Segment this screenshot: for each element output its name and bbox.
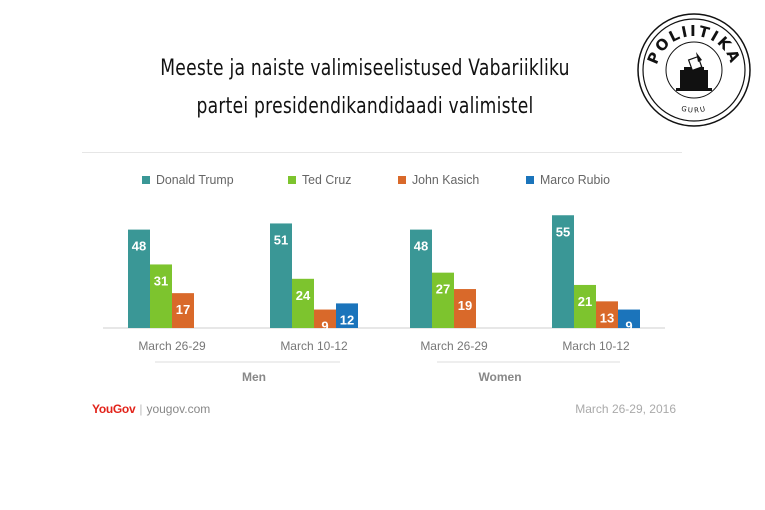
tick-label-women-1: March 10-12 <box>562 339 630 353</box>
logo-subtext: GURU <box>680 105 706 115</box>
legend-swatch-kasich <box>398 175 406 184</box>
legend-swatch-trump <box>142 175 150 184</box>
bar-men-0-s1 <box>150 264 172 328</box>
bar-men-1-s1 <box>292 278 314 328</box>
tick-label-women-0: March 26-29 <box>420 339 488 353</box>
data-label-women-0-s1: 27 <box>436 282 450 297</box>
yougov-logo: YouGov <box>92 402 136 416</box>
data-label-men-0-s1: 31 <box>154 273 168 288</box>
data-label-women-1-s2: 13 <box>600 310 614 325</box>
legend-swatch-rubio <box>526 175 534 184</box>
data-label-men-1-s3: 12 <box>340 312 354 327</box>
legend-item-kasich: John Kasich <box>398 172 483 187</box>
bar-men-1-s3 <box>336 303 358 328</box>
bar-men-1-s0 <box>270 223 292 328</box>
tick-label-men-1: March 10-12 <box>280 339 348 353</box>
bar-men-0-s2 <box>172 293 194 328</box>
data-label-women-0-s2: 19 <box>458 298 472 313</box>
bar-men-0-s0 <box>128 229 150 328</box>
data-label-men-1-s1: 24 <box>296 288 311 303</box>
legend-label-rubio: Marco Rubio <box>540 172 611 187</box>
svg-text:GURU: GURU <box>680 105 707 115</box>
tick-label-men-0: March 26-29 <box>138 339 206 353</box>
data-label-women-1-s1: 21 <box>578 294 592 309</box>
legend-item-trump: Donald Trump <box>142 172 238 187</box>
ballot-box-icon <box>676 52 712 91</box>
bar-women-1-s3 <box>618 309 640 328</box>
title-line-1: Meeste ja naiste valimiseelistused Vabar… <box>160 56 570 81</box>
data-label-men-0-s0: 48 <box>132 239 146 254</box>
legend-label-kasich: John Kasich <box>412 172 480 187</box>
footer-source: YouGov | yougov.com <box>92 402 210 416</box>
bar-women-1-s2 <box>596 301 618 328</box>
bar-women-0-s1 <box>432 272 454 328</box>
data-label-men-1-s2: 9 <box>321 319 328 334</box>
group-label-men: Men <box>242 370 266 384</box>
legend-item-cruz: Ted Cruz <box>288 172 354 187</box>
politiika-guru-logo: POLIITIKA GURU <box>637 13 751 127</box>
bar-men-1-s2 <box>314 309 336 328</box>
data-label-men-0-s2: 17 <box>176 302 190 317</box>
group-label-women: Women <box>478 370 521 384</box>
data-label-women-1-s3: 9 <box>625 319 632 334</box>
data-label-men-1-s0: 51 <box>274 232 288 247</box>
bar-women-0-s0 <box>410 229 432 328</box>
legend-swatch-cruz <box>288 175 296 184</box>
legend-label-trump: Donald Trump <box>156 172 234 187</box>
footer-separator: | <box>139 402 143 416</box>
legend-label-cruz: Ted Cruz <box>302 172 352 187</box>
footer-site: yougov.com <box>146 402 211 416</box>
chart-title: Meeste ja naiste valimiseelistused Vabar… <box>151 50 580 126</box>
bar-women-0-s2 <box>454 289 476 328</box>
data-label-women-1-s0: 55 <box>556 224 570 239</box>
title-line-2: partei presidendikandidaadi valimistel <box>196 94 534 119</box>
footer-date: March 26-29, 2016 <box>575 402 676 416</box>
data-label-women-0-s0: 48 <box>414 239 428 254</box>
top-divider <box>82 152 682 153</box>
legend-item-rubio: Marco Rubio <box>526 172 614 187</box>
bar-women-1-s1 <box>574 284 596 328</box>
bar-women-1-s0 <box>552 215 574 328</box>
